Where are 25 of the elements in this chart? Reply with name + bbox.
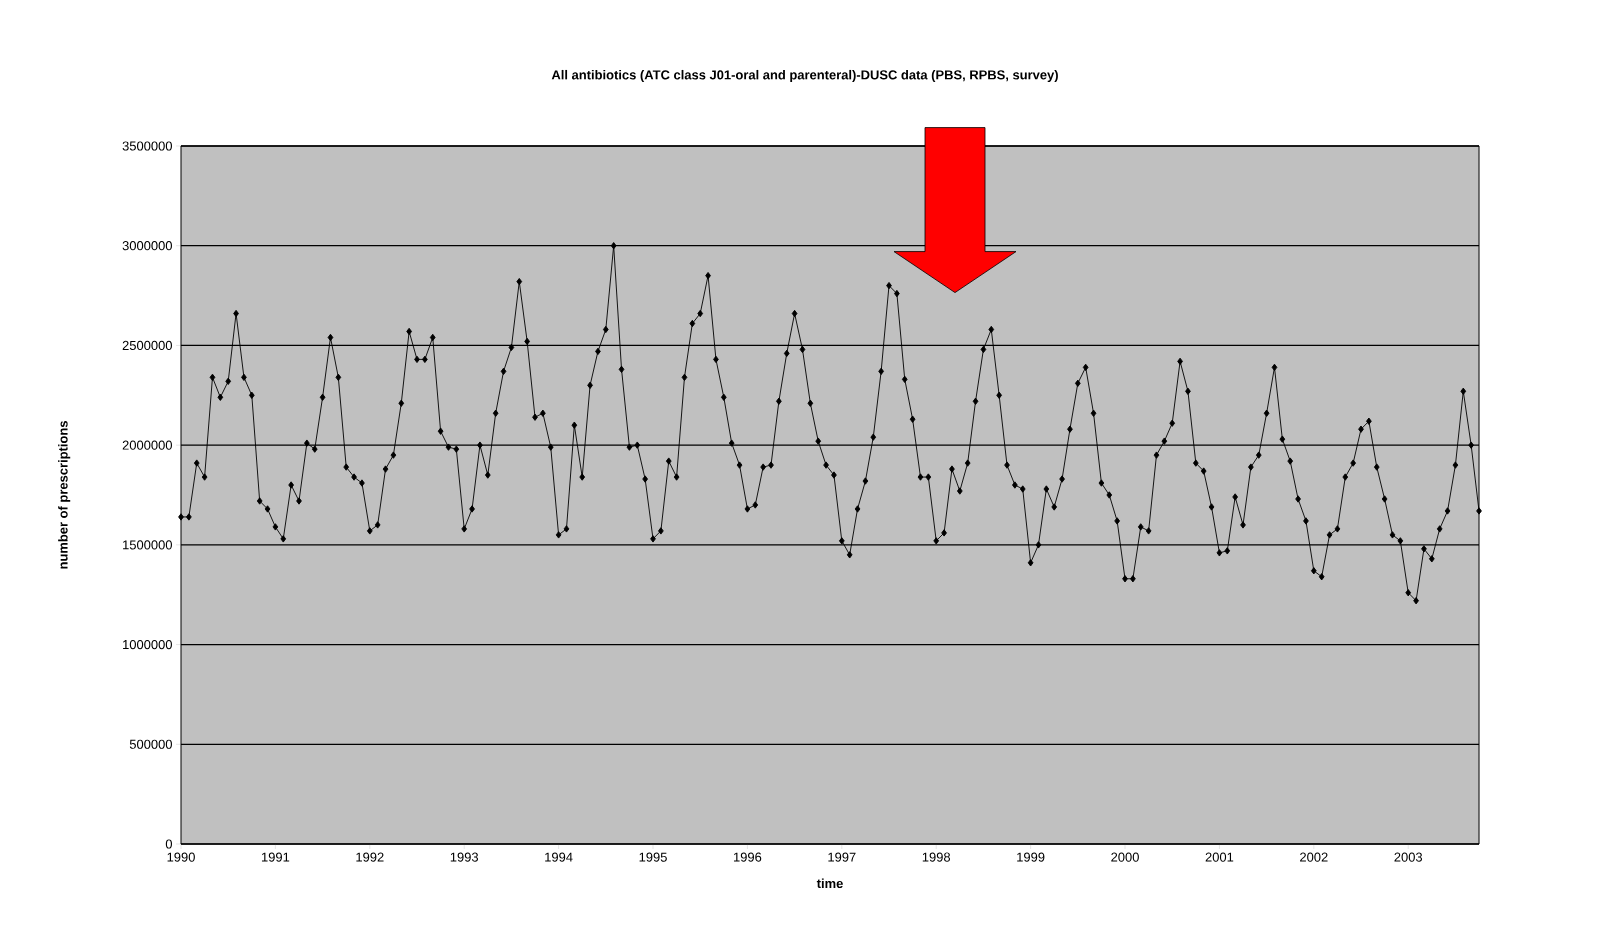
x-tick-label: 1997: [828, 852, 856, 862]
y-tick-label: 0: [165, 839, 173, 849]
y-tick-label: 3500000: [122, 141, 172, 151]
x-tick-label: 1998: [922, 852, 951, 862]
x-tick-label: 1991: [261, 852, 290, 862]
x-tick-label: 1990: [167, 852, 195, 862]
x-tick-label: 2000: [1111, 852, 1139, 862]
y-tick-label: 1500000: [123, 540, 172, 550]
y-tick-label: 2500000: [122, 340, 172, 351]
x-tick-label: 2002: [1300, 852, 1328, 862]
y-tick-label: 1000000: [123, 639, 172, 650]
y-tick-label: 500000: [129, 739, 172, 749]
x-tick-label: 1999: [1017, 852, 1045, 862]
y-tick-label: 3000000: [122, 241, 172, 251]
x-tick-label: 1996: [733, 852, 762, 862]
chart-title: All antibiotics (ATC class J01-oral and parenteral)-DUSC data (PBS, RPBS, survey): [551, 69, 1058, 83]
x-tick-label: 1993: [450, 852, 479, 862]
x-tick-label: 2001: [1205, 852, 1234, 862]
x-tick-label: 1992: [356, 852, 384, 862]
y-axis-title: number of prescriptions: [58, 421, 71, 569]
x-tick-label: 1994: [545, 852, 573, 862]
x-axis-title: time: [816, 878, 843, 889]
x-tick-label: 1995: [639, 852, 667, 862]
x-tick-label: 2003: [1394, 852, 1423, 862]
y-tick-label: 2000000: [122, 440, 172, 450]
